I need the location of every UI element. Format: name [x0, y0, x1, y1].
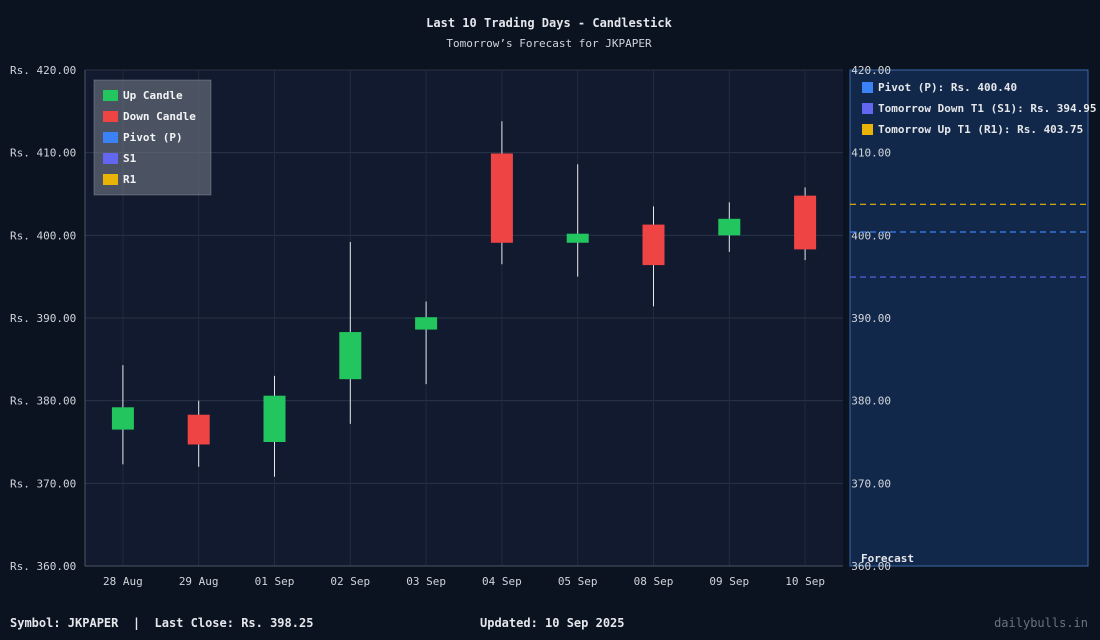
forecast-y-tick-label: 360.00 — [851, 560, 891, 573]
forecast-legend-swatch — [862, 124, 873, 135]
y-tick-label: Rs. 410.00 — [10, 147, 76, 160]
forecast-label: Forecast — [861, 552, 914, 565]
legend-label: Pivot (P) — [123, 131, 183, 144]
x-tick-label: 28 Aug — [103, 575, 143, 588]
chart-subtitle: Tomorrow’s Forecast for JKPAPER — [446, 37, 652, 50]
y-tick-label: Rs. 420.00 — [10, 64, 76, 77]
y-tick-label: Rs. 360.00 — [10, 560, 76, 573]
x-tick-label: 29 Aug — [179, 575, 219, 588]
plot-area: Rs. 360.00 360.00 Rs. 370.00 370.00 Rs. 380.… — [10, 64, 1097, 588]
brand-text: dailybulls.in — [994, 616, 1088, 630]
forecast-y-tick-label: 400.00 — [851, 229, 891, 242]
y-tick-label: Rs. 390.00 — [10, 312, 76, 325]
forecast-panel — [849, 69, 1089, 567]
forecast-y-tick-label: 370.00 — [851, 477, 891, 490]
forecast-y-tick-label: 410.00 — [851, 147, 891, 160]
forecast-y-tick-label: 380.00 — [851, 395, 891, 408]
x-tick-label: 01 Sep — [255, 575, 295, 588]
up-candle-body — [566, 233, 589, 243]
x-tick-label: 10 Sep — [785, 575, 825, 588]
symbol-close-text: Symbol: JKPAPER | Last Close: Rs. 398.25 — [10, 616, 314, 630]
forecast-legend-label: Pivot (P): Rs. 400.40 — [878, 81, 1017, 94]
chart-title: Last 10 Trading Days - Candlestick — [426, 16, 672, 30]
legend-label: Up Candle — [123, 89, 183, 102]
up-candle-body — [718, 218, 741, 236]
x-tick-label: 03 Sep — [406, 575, 446, 588]
x-tick-label: 08 Sep — [634, 575, 674, 588]
updated-text: Updated: 10 Sep 2025 — [480, 616, 625, 630]
legend-label: R1 — [123, 173, 137, 186]
y-tick-label: Rs. 400.00 — [10, 229, 76, 242]
legend-swatch — [103, 111, 118, 122]
x-tick-label: 04 Sep — [482, 575, 522, 588]
candlestick-chart: Last 10 Trading Days - Candlestick Tomor… — [10, 16, 1097, 588]
down-candle-body — [642, 224, 665, 266]
forecast-legend-label: Tomorrow Down T1 (S1): Rs. 394.95 — [878, 102, 1097, 115]
up-candle-body — [339, 332, 362, 380]
x-tick-label: 05 Sep — [558, 575, 598, 588]
down-candle-body — [794, 195, 817, 250]
legend-swatch — [103, 153, 118, 164]
up-candle-body — [263, 395, 286, 442]
footer: Symbol: JKPAPER | Last Close: Rs. 398.25… — [0, 612, 1100, 636]
legend-label: S1 — [123, 152, 137, 165]
forecast-legend-swatch — [862, 82, 873, 93]
legend-swatch — [103, 132, 118, 143]
legend-swatch — [103, 174, 118, 185]
y-tick-label: Rs. 370.00 — [10, 477, 76, 490]
forecast-y-tick-label: 390.00 — [851, 312, 891, 325]
legend-label: Down Candle — [123, 110, 196, 123]
forecast-legend-label: Tomorrow Up T1 (R1): Rs. 403.75 — [878, 123, 1083, 136]
legend-swatch — [103, 90, 118, 101]
x-tick-label: 09 Sep — [709, 575, 749, 588]
y-tick-label: Rs. 380.00 — [10, 395, 76, 408]
forecast-y-tick-label: 420.00 — [851, 64, 891, 77]
down-candle-body — [490, 153, 513, 243]
x-tick-label: 02 Sep — [330, 575, 370, 588]
forecast-legend-swatch — [862, 103, 873, 114]
up-candle-body — [415, 317, 438, 330]
up-candle-body — [111, 407, 134, 430]
down-candle-body — [187, 414, 210, 445]
